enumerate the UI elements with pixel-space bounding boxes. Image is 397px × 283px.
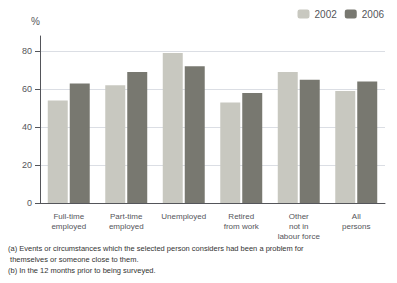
- svg-text:from work: from work: [224, 222, 260, 231]
- svg-text:40: 40: [22, 122, 32, 132]
- svg-text:Retired: Retired: [228, 212, 254, 221]
- svg-text:Part-time: Part-time: [110, 212, 143, 221]
- svg-text:employed: employed: [51, 222, 86, 231]
- svg-text:persons: persons: [342, 222, 370, 231]
- svg-text:employed: employed: [109, 222, 144, 231]
- svg-text:All: All: [352, 212, 361, 221]
- svg-text:2002: 2002: [315, 9, 338, 20]
- svg-text:Full-time: Full-time: [53, 212, 84, 221]
- svg-text:labour force: labour force: [278, 232, 321, 241]
- svg-text:20: 20: [22, 160, 32, 170]
- svg-text:60: 60: [22, 84, 32, 94]
- svg-text:80: 80: [22, 46, 32, 56]
- svg-text:%: %: [31, 16, 40, 27]
- svg-text:(b) In the 12 months prior to: (b) In the 12 months prior to being surv…: [8, 266, 156, 275]
- svg-text:themselves or someone close to: themselves or someone close to them.: [8, 255, 138, 264]
- svg-text:Other: Other: [289, 212, 309, 221]
- svg-text:0: 0: [27, 198, 32, 208]
- svg-text:(a) Events or circumstances wh: (a) Events or circumstances which the se…: [8, 244, 304, 253]
- svg-text:2006: 2006: [362, 9, 385, 20]
- svg-text:not in: not in: [289, 222, 309, 231]
- svg-text:Unemployed: Unemployed: [161, 212, 206, 221]
